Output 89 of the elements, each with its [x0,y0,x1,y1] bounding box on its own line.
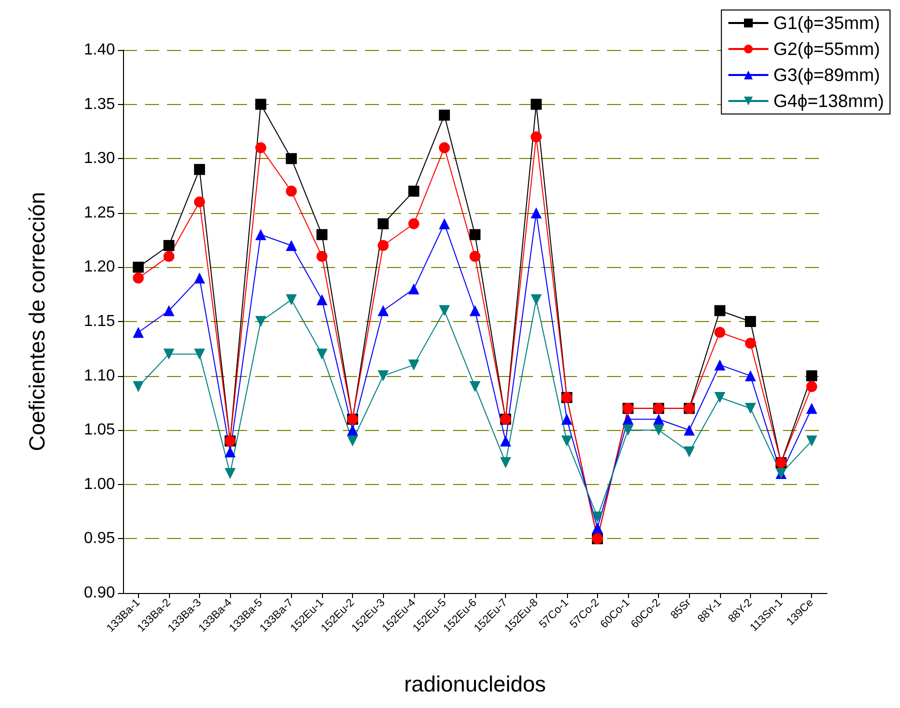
legend-label: G2(ϕ=55mm) [773,39,880,59]
point [470,229,480,240]
point [592,511,603,522]
point [316,229,328,240]
point [500,435,512,446]
point [714,305,726,316]
point [408,186,420,197]
point [438,142,450,154]
x-axis-title: radionucleidos [404,672,546,696]
point [194,196,206,208]
point [255,142,266,154]
point [744,402,756,414]
point [530,294,542,306]
point [316,348,328,360]
point [194,348,206,360]
point [684,446,695,458]
point [378,370,389,382]
point [408,359,420,370]
point [224,468,236,480]
point [378,240,389,251]
point [622,424,634,436]
y-tick-label: 1.20 [84,258,116,276]
point [744,338,756,349]
point [438,110,450,121]
point [255,229,266,240]
point [684,424,695,436]
point [744,370,756,382]
point [561,414,572,425]
point [530,98,542,110]
point [408,283,420,294]
y-tick-label: 1.10 [84,367,116,384]
point [163,305,174,316]
point [194,272,206,284]
point [561,435,572,446]
point [163,240,174,251]
point [592,522,603,534]
point [286,240,297,251]
point [194,164,206,175]
y-tick-label: 0.95 [84,530,116,548]
point [470,250,480,262]
legend-label: G3(ϕ=89mm) [773,65,880,85]
point [163,348,174,360]
y-tick-label: 1.00 [84,476,116,493]
y-tick-label: 1.25 [84,204,116,222]
point [806,381,818,392]
point [408,218,420,230]
y-tick-label: 1.35 [84,96,116,113]
point [438,218,450,230]
point [530,207,542,218]
point [255,98,266,110]
legend-label: G4ϕ=138mm) [773,91,884,111]
legend-label: G1(ϕ=35mm) [773,13,880,33]
point [653,414,664,425]
point [378,218,389,230]
y-tick-label: 0.90 [84,584,116,602]
point [714,326,726,338]
point [286,153,297,164]
point [438,305,450,316]
point [316,294,328,306]
point [316,250,328,262]
point [286,186,297,197]
point [286,294,297,306]
point [132,326,144,338]
point [132,381,144,392]
point [255,316,266,327]
point [622,414,634,425]
point [470,381,480,392]
point [653,424,664,436]
point [163,250,174,262]
point [714,392,726,404]
point [806,370,818,382]
y-tick-label: 1.40 [84,42,116,58]
point [530,131,542,142]
point [347,424,358,436]
point [744,316,756,327]
point [132,262,144,273]
point [714,359,726,370]
y-tick-label: 1.15 [84,313,116,330]
point [500,457,512,468]
point [132,272,144,284]
point [378,305,389,316]
y-tick-label: 1.30 [84,150,116,168]
y-tick-label: 1.05 [84,422,116,439]
point [806,402,818,414]
y-axis-title: Coeficientes de corrección [24,192,50,452]
point [470,305,480,316]
point [347,435,358,446]
point [224,446,236,458]
point [806,435,818,446]
